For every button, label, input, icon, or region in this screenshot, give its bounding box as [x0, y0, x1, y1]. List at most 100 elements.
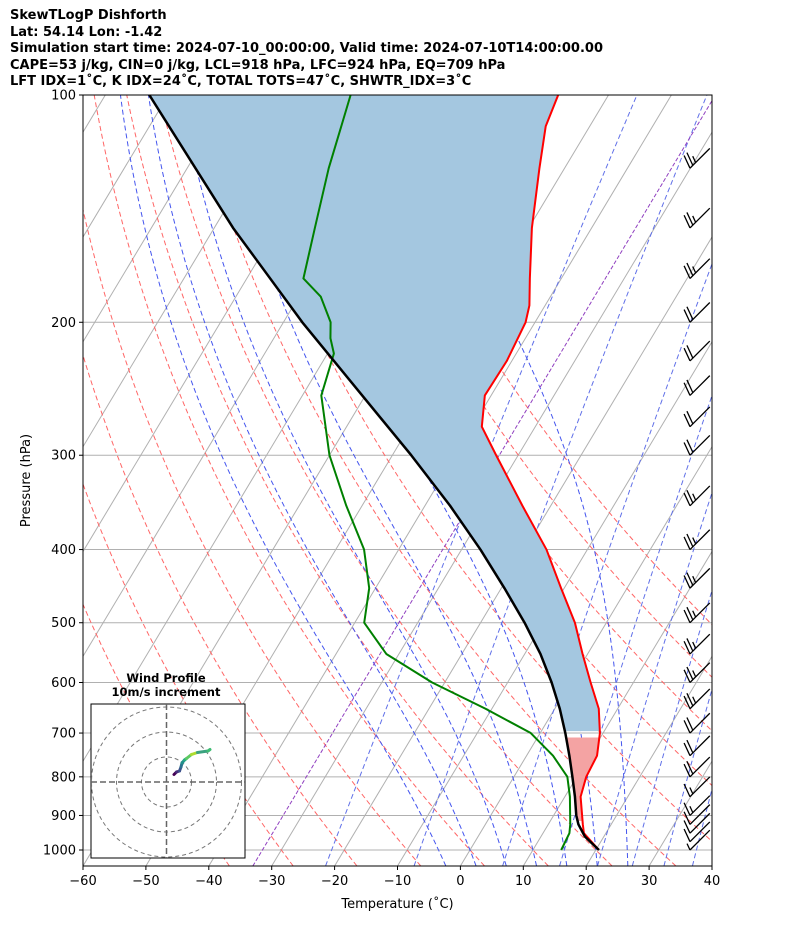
isotherm-line: [459, 445, 712, 866]
wind-barb-flag: [686, 739, 694, 754]
wind-barb: [683, 302, 711, 323]
wind-barb-flag: [683, 811, 691, 825]
moist-adiabat-line: [180, 95, 507, 866]
y-tick-label: 200: [51, 316, 76, 331]
station-location: Lat: 54.14 Lon: -1.42: [10, 24, 163, 40]
wind-barb-flag: [683, 742, 691, 756]
dry-adiabat-line: [158, 95, 613, 866]
wind-barb-flag: [686, 572, 694, 586]
wind-barb-half-flag: [692, 266, 697, 274]
wind-barb: [683, 529, 711, 551]
temperature-profile: [480, 95, 601, 851]
wind-profile-frame: [90, 703, 246, 859]
wind-barb-flag: [686, 761, 694, 775]
dry-adiabat-line: [83, 207, 422, 866]
stability-indices: LFT IDX=1˚C, K IDX=24˚C, TOTAL TOTS=47˚C…: [10, 74, 472, 89]
moist-adiabat-line: [119, 95, 447, 866]
y-tick-label: 600: [51, 676, 76, 691]
wind-barb-flag: [683, 575, 691, 589]
y-tick-label: 1000: [43, 844, 76, 859]
x-tick-label: 40: [704, 874, 721, 889]
x-axis-label: Temperature (˚C): [340, 896, 453, 912]
wind-barb: [683, 688, 711, 710]
wind-barb-flag: [683, 828, 691, 842]
wind-barb: [686, 829, 711, 851]
figure-header: SkewTLogP Dishforth Lat: 54.14 Lon: -1.4…: [10, 8, 603, 91]
wind-barb: [683, 340, 711, 362]
wind-barb-flag: [686, 306, 694, 320]
hodograph-segment: [196, 749, 210, 754]
hodograph-segment: [206, 748, 212, 753]
wind-barb-flag: [683, 442, 691, 456]
x-tick-label: −20: [321, 874, 348, 889]
y-tick-label: 100: [51, 89, 76, 104]
dry-adiabat-line: [321, 95, 712, 678]
wind-barb-flag: [686, 152, 694, 166]
wind-barb-flag: [683, 763, 691, 778]
wind-barb: [683, 567, 711, 589]
wind-barb: [683, 804, 711, 825]
mixing-ratio-line: [413, 95, 708, 866]
wind-barb-flag: [683, 783, 691, 797]
wind-barb-flag: [686, 439, 694, 453]
moist-adiabat-line: [147, 95, 477, 866]
wind-barb-flag: [683, 214, 691, 229]
station-title: SkewTLogP Dishforth: [10, 8, 167, 23]
x-tick-label: 30: [641, 874, 658, 889]
isotherm-line: [397, 340, 712, 866]
mixing-ratio-line: [325, 95, 638, 866]
wind-barb-shaft: [689, 829, 711, 851]
x-tick-label: 10: [515, 874, 532, 889]
wind-barb-half-flag: [692, 215, 697, 223]
wind-barb-flag: [683, 720, 691, 734]
cape-indices: CAPE=53 j/kg, CIN=0 j/kg, LCL=918 hPa, L…: [10, 57, 506, 73]
wind-barb: [683, 633, 711, 655]
isotherm-line: [83, 95, 295, 448]
wind-barb: [683, 406, 711, 428]
wind-barb-half-flag: [692, 155, 697, 163]
mixing-ratio-line: [559, 394, 712, 866]
wind-barb-half-flag: [692, 670, 697, 678]
wind-barb-half-flag: [692, 696, 697, 704]
parcel-profile: [148, 95, 600, 851]
wind-barb-flag: [686, 638, 694, 652]
moist-adiabat-line: [409, 95, 629, 866]
isotherm-line: [522, 550, 712, 866]
wind-barb: [683, 147, 711, 169]
isotherm-line: [648, 760, 712, 866]
wind-barb: [683, 434, 711, 456]
wind-barb-half-flag: [689, 806, 694, 813]
wind-barb: [683, 712, 711, 734]
wind-barb-flag: [683, 155, 691, 169]
y-tick-label: 500: [51, 616, 76, 631]
wind-barb-shaft: [689, 812, 711, 834]
wind-barb-flag: [686, 666, 694, 680]
wind-barb: [683, 602, 711, 624]
wind-barb-flag: [683, 536, 691, 550]
wind-barb-flag: [683, 802, 691, 816]
wind-barb-flag: [683, 492, 691, 507]
y-tick-label: 700: [51, 727, 76, 742]
wind-barb-flag: [686, 692, 694, 707]
y-axis-label: Pressure (hPa): [19, 434, 34, 527]
y-tick-label: 900: [51, 809, 76, 824]
wind-barb-flag: [686, 345, 694, 359]
wind-barb-flag: [686, 379, 694, 393]
wind-barb: [683, 821, 711, 843]
wind-barb: [683, 795, 711, 816]
mixing-ratio-line: [502, 262, 712, 866]
dry-adiabat-line: [83, 353, 358, 866]
wind-barb-flag: [686, 262, 694, 276]
wind-barb: [683, 207, 711, 229]
y-tick-label: 400: [51, 543, 76, 558]
wind-profile-title: Wind Profile: [126, 671, 206, 685]
wind-barb-half-flag: [686, 843, 691, 851]
wind-profile-subtitle: 10m/s increment: [112, 685, 221, 699]
wind-barb-shaft: [689, 804, 711, 825]
x-tick-label: −50: [132, 874, 159, 889]
wind-barb-half-flag: [692, 610, 697, 618]
wind-barb: [683, 812, 711, 834]
wind-profile-area: [91, 704, 245, 858]
wind-barb-flag: [686, 212, 694, 226]
